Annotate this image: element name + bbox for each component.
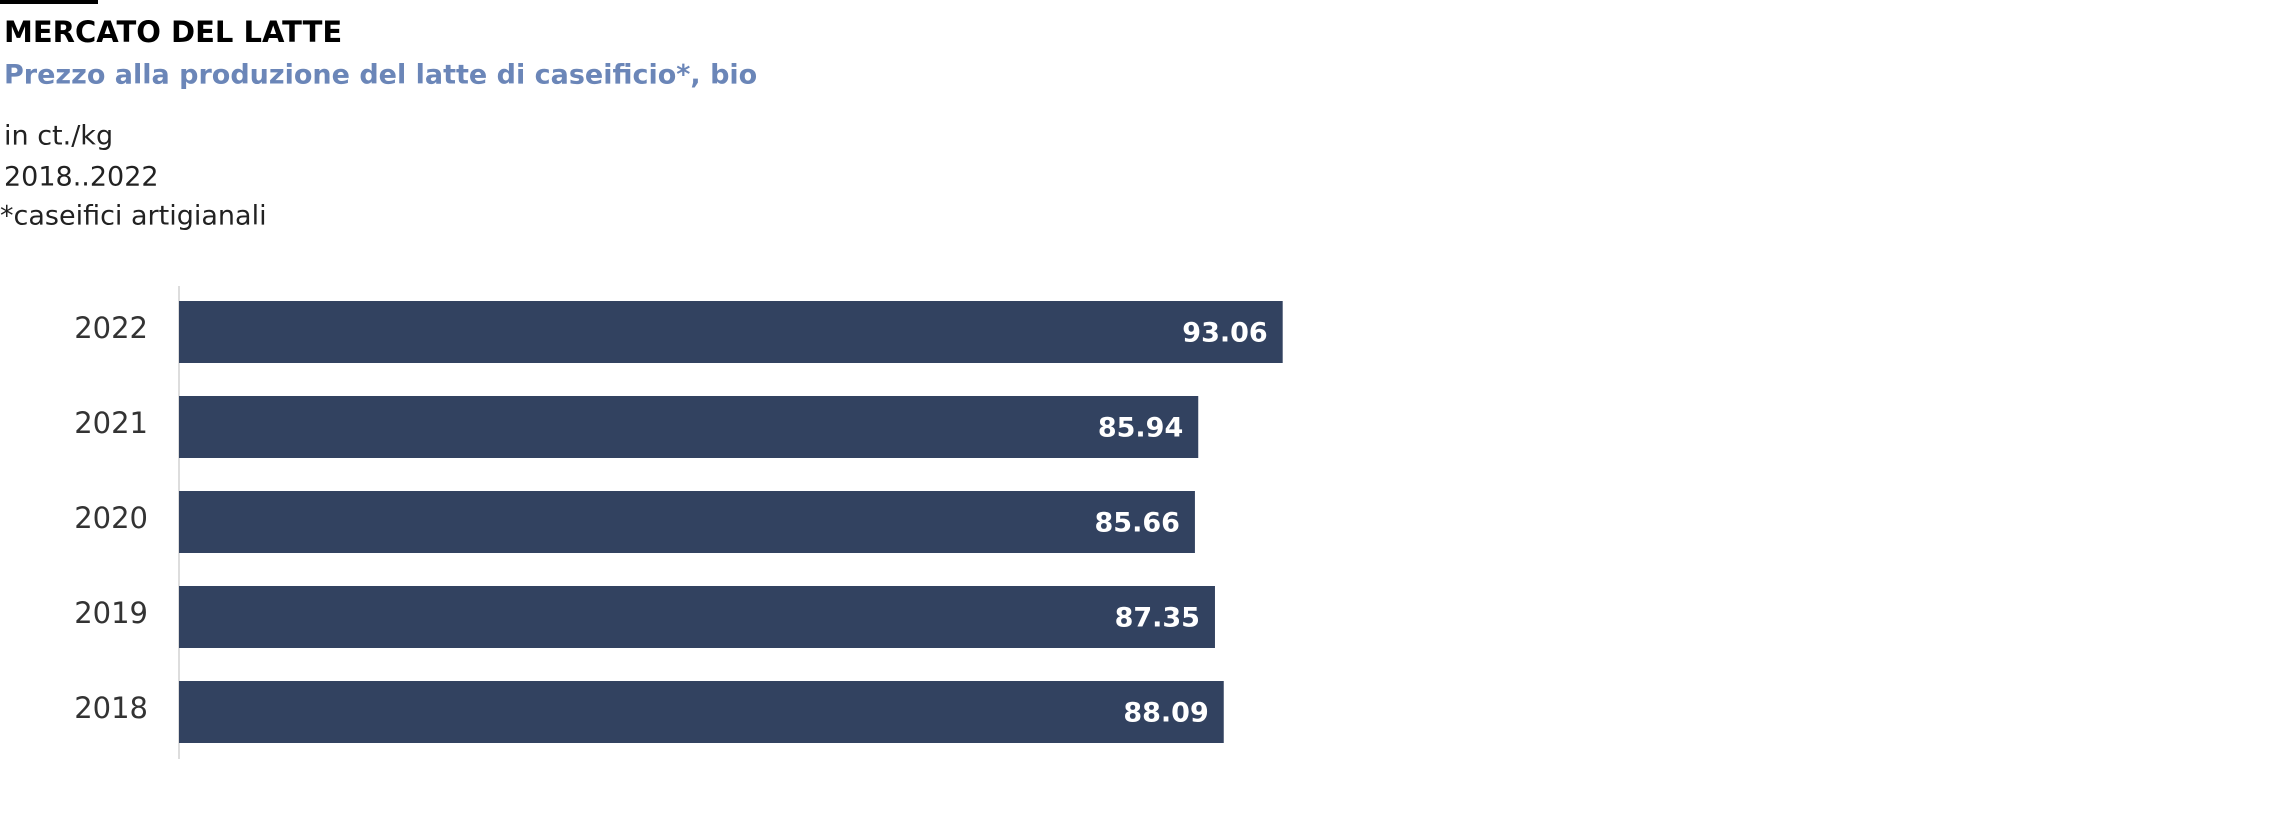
y-tick-label: 2020 [74,501,148,535]
value-label: 85.66 [1095,508,1180,539]
note: 2018..2022 [4,162,159,193]
y-tick-label: 2021 [74,406,148,440]
value-label: 85.94 [1098,413,1183,444]
bar [179,301,1283,363]
note: in ct./kg [4,121,113,152]
bar [179,681,1224,743]
note: *caseifici artigianali [0,201,267,232]
chart-subtitle: Prezzo alla produzione del latte di case… [4,60,757,91]
bar [179,491,1195,553]
bar [179,396,1199,458]
y-tick-label: 2022 [74,311,148,345]
value-label: 88.09 [1123,698,1208,729]
chart-title: MERCATO DEL LATTE [4,15,342,49]
bar [179,586,1215,648]
value-label: 93.06 [1182,318,1267,349]
y-tick-label: 2019 [74,596,148,630]
value-label: 87.35 [1115,603,1200,634]
title-accent [0,0,98,4]
y-tick-label: 2018 [74,691,148,725]
